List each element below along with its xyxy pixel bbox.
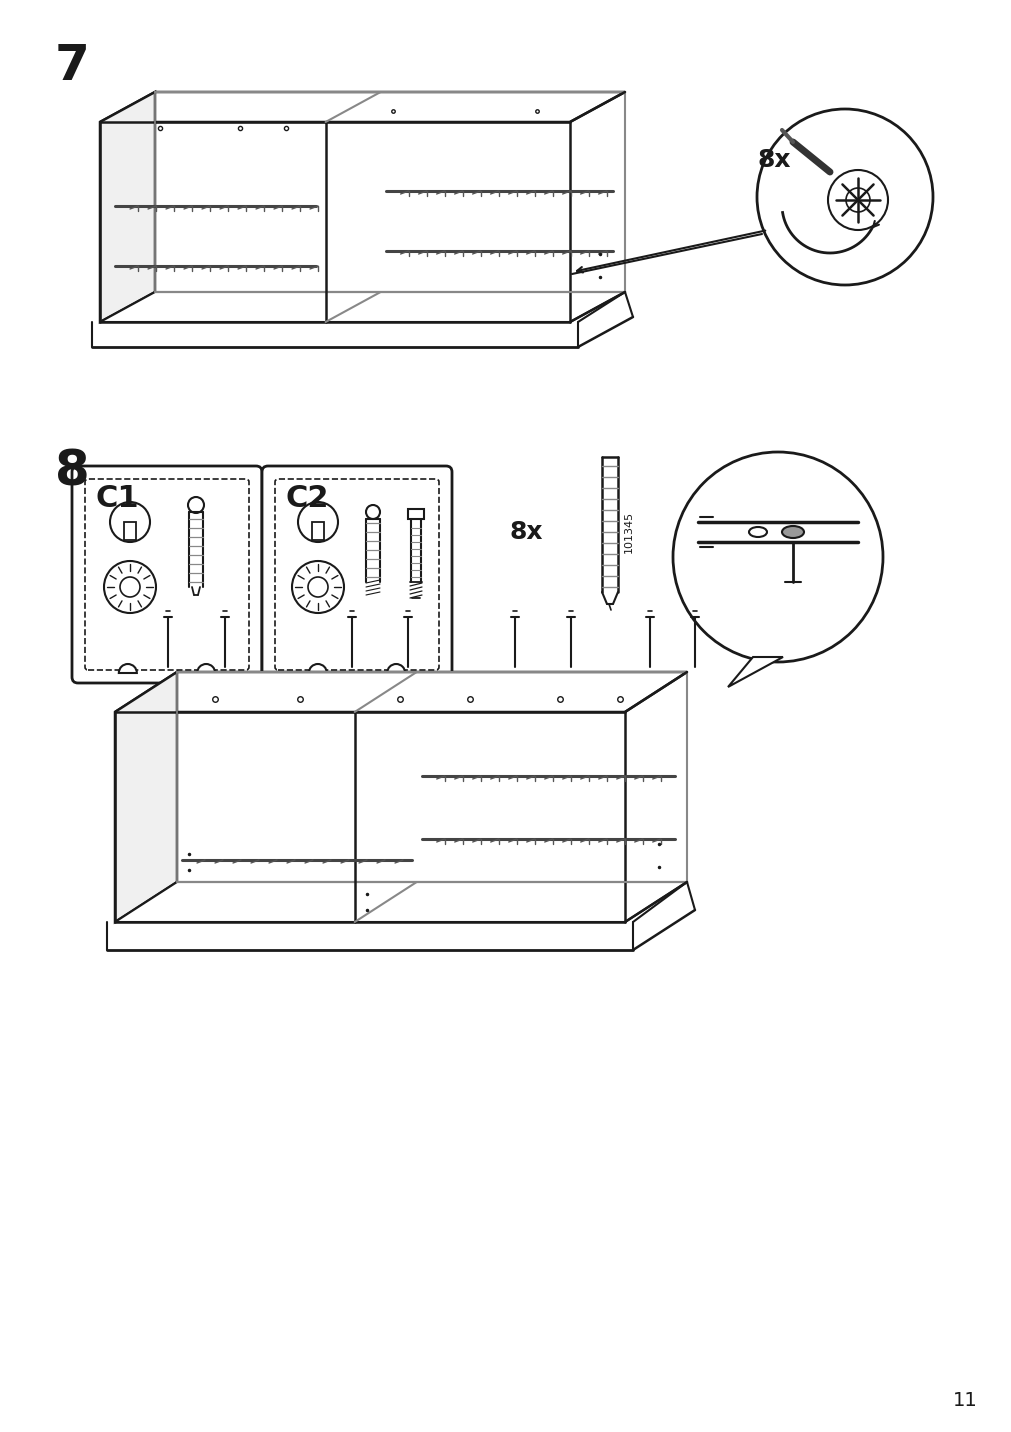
Wedge shape [308,664,327,673]
Circle shape [366,505,379,518]
Wedge shape [197,664,215,673]
Circle shape [756,109,932,285]
Text: 101345: 101345 [624,511,633,553]
Wedge shape [118,664,136,673]
FancyBboxPatch shape [72,465,262,683]
Wedge shape [387,664,404,673]
Polygon shape [100,292,625,322]
Circle shape [845,188,869,212]
Circle shape [110,503,150,541]
Circle shape [672,453,883,662]
Circle shape [827,170,887,231]
Circle shape [297,503,338,541]
FancyBboxPatch shape [262,465,452,683]
Text: 8x: 8x [757,147,791,172]
Bar [311,523,324,540]
Text: 7: 7 [55,42,90,90]
Bar [407,508,424,518]
Polygon shape [100,92,155,322]
Circle shape [188,497,204,513]
Text: C2: C2 [286,484,330,513]
Polygon shape [115,882,686,922]
Bar [124,523,135,540]
Circle shape [292,561,344,613]
Polygon shape [115,672,177,922]
Text: 11: 11 [952,1390,977,1411]
Text: C1: C1 [96,484,140,513]
Text: 8x: 8x [510,520,543,544]
Circle shape [104,561,156,613]
Polygon shape [115,672,686,712]
Ellipse shape [748,527,766,537]
Ellipse shape [782,526,803,538]
Polygon shape [100,92,625,122]
Text: 8: 8 [55,447,90,495]
Polygon shape [727,657,783,687]
